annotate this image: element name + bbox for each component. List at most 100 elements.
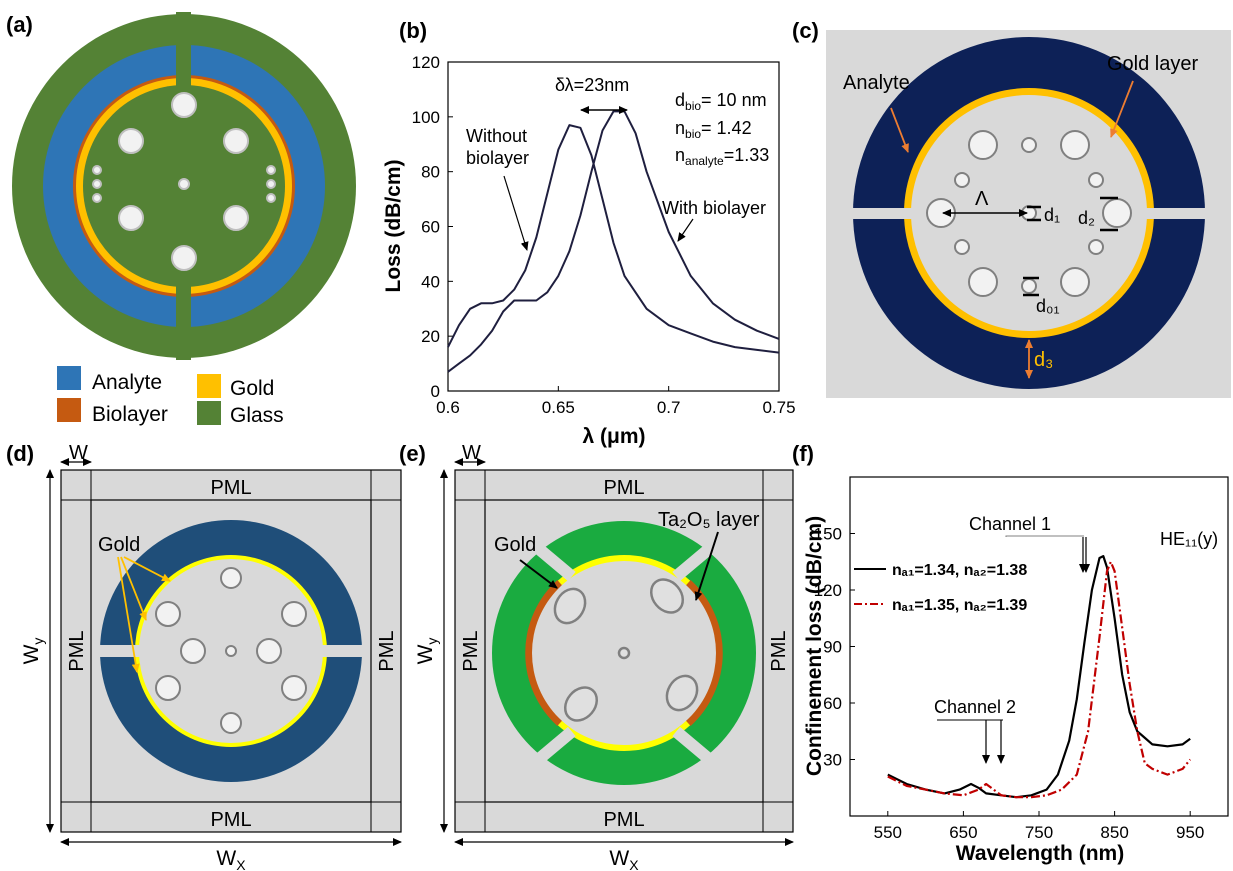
y-tick-label: 80 bbox=[421, 163, 440, 182]
d1-label-c: d₁ bbox=[1044, 205, 1060, 225]
wx-label-e: WX bbox=[609, 847, 639, 871]
y-tick-label: 20 bbox=[421, 327, 440, 346]
channel-left-c bbox=[846, 208, 914, 219]
with-label: With biolayer bbox=[662, 198, 766, 218]
series-line-1 bbox=[887, 554, 1191, 799]
panel-b-label: (b) bbox=[399, 18, 427, 43]
legend-label-gold: Gold bbox=[230, 377, 274, 400]
y-tick-label: 120 bbox=[814, 581, 842, 600]
analyte-arrow-c bbox=[890, 107, 909, 153]
pml-bottom-e: PML bbox=[603, 809, 644, 831]
channel1-label: Channel 1 bbox=[969, 514, 1051, 534]
legend-text-1: nₐ₁=1.34, nₐ₂=1.38 bbox=[892, 562, 1027, 579]
gold-label-e: Gold bbox=[494, 534, 536, 556]
channel-right-c bbox=[1144, 208, 1212, 219]
without-label-1: Without bbox=[466, 126, 527, 146]
series-line-2 bbox=[887, 560, 1192, 799]
without-label-2: biolayer bbox=[466, 148, 529, 168]
panel-c-label: (c) bbox=[792, 18, 819, 43]
pml-bottom-d: PML bbox=[210, 809, 251, 831]
air-holes-e bbox=[553, 578, 699, 722]
y-tick-label: 150 bbox=[814, 525, 842, 544]
y-tick-label: 60 bbox=[823, 694, 842, 713]
x-tick-label: 650 bbox=[949, 823, 977, 842]
x-tick-label: 0.6 bbox=[436, 398, 460, 417]
y-tick-label: 90 bbox=[823, 638, 842, 657]
gold-label-d: Gold bbox=[98, 534, 140, 556]
curves-f bbox=[887, 554, 1192, 799]
panel-f: (f) 550 650 750 850 950 30 60 90 120 150 Confinem… bbox=[792, 441, 1229, 865]
wx-label-d: WX bbox=[216, 847, 246, 871]
y-tick-label: 60 bbox=[421, 218, 440, 237]
wy-label-d: Wy bbox=[20, 638, 46, 665]
air-holes-a bbox=[92, 92, 276, 271]
x-tick-label: 750 bbox=[1025, 823, 1053, 842]
y-axis-title-f: Confinement loss (dB/cm) bbox=[803, 516, 826, 776]
y-axis-title-b: Loss (dB/cm) bbox=[382, 159, 405, 292]
panel-d: (d) PML PML PML PML Gold bbox=[6, 441, 402, 871]
dbio-text: dbio= 10 nm bbox=[675, 90, 767, 113]
curves-b bbox=[447, 110, 780, 373]
y-tick-label: 0 bbox=[431, 382, 440, 401]
legend-label-glass: Glass bbox=[230, 404, 284, 427]
x-tick-label: 0.7 bbox=[657, 398, 681, 417]
delta-lambda-text: δλ=23nm bbox=[555, 75, 629, 95]
wy-label-e: Wy bbox=[414, 638, 440, 665]
y-tick-label: 120 bbox=[412, 53, 440, 72]
ticks-f: 550 650 750 850 950 30 60 90 120 150 bbox=[814, 525, 1205, 843]
legend-swatch-biolayer bbox=[57, 398, 81, 422]
d01-label-c: d₀₁ bbox=[1036, 296, 1060, 316]
x-axis-title-b: λ (μm) bbox=[582, 425, 645, 448]
gold-arrow-c bbox=[1110, 80, 1134, 138]
mode-label-f: HE₁₁(y) bbox=[1160, 529, 1218, 549]
panel-b: (b) 0.6 0.65 0.7 0.75 0 20 40 60 80 100 120 Loss (… bbox=[382, 18, 796, 448]
x-tick-label: 0.65 bbox=[542, 398, 575, 417]
ta2o5-label-e: Ta₂O₅ layer bbox=[658, 509, 760, 531]
panel-f-label: (f) bbox=[792, 441, 814, 466]
panel-a-label: (a) bbox=[6, 12, 33, 37]
panel-a: (a) Analyte Gold Biolayer bbox=[6, 12, 356, 427]
legend-a: Analyte Gold Biolayer Glass bbox=[57, 366, 284, 427]
legend-swatch-glass bbox=[197, 401, 221, 425]
panel-e-label: (e) bbox=[399, 441, 426, 466]
pml-top-e: PML bbox=[603, 477, 644, 499]
gold-layer-label-c: Gold layer bbox=[1107, 53, 1198, 75]
ticks-b: 0.6 0.65 0.7 0.75 0 20 40 60 80 100 120 bbox=[412, 53, 796, 417]
series-line-2 bbox=[447, 110, 780, 373]
pml-top-d: PML bbox=[210, 477, 251, 499]
y-tick-label: 100 bbox=[412, 108, 440, 127]
pml-right-e: PML bbox=[768, 630, 790, 671]
series-line-1 bbox=[447, 124, 780, 354]
w-label-d: W bbox=[69, 442, 88, 464]
air-holes-c bbox=[926, 130, 1132, 297]
panel-c: (c) Analyte Gold layer Λ d₁ bbox=[792, 18, 1231, 398]
without-arrow bbox=[503, 175, 529, 251]
pml-left-d: PML bbox=[66, 630, 88, 671]
air-holes-d bbox=[155, 567, 307, 734]
legend-label-biolayer: Biolayer bbox=[92, 403, 168, 426]
legend-swatch-analyte bbox=[57, 366, 81, 390]
y-tick-label: 30 bbox=[823, 751, 842, 770]
pml-left-e: PML bbox=[460, 630, 482, 671]
legend-swatch-gold bbox=[197, 374, 221, 398]
x-tick-label: 0.75 bbox=[762, 398, 795, 417]
analyte-label-c: Analyte bbox=[843, 72, 910, 94]
with-arrow bbox=[677, 218, 694, 242]
x-axis-title-f: Wavelength (nm) bbox=[956, 842, 1124, 865]
x-tick-label: 550 bbox=[874, 823, 902, 842]
nbio-text: nbio= 1.42 bbox=[675, 118, 752, 141]
w-label-e: W bbox=[462, 442, 481, 464]
x-tick-label: 950 bbox=[1176, 823, 1204, 842]
ta2o5-layer-left bbox=[525, 580, 563, 726]
legend-label-analyte: Analyte bbox=[92, 371, 162, 394]
channel2-label: Channel 2 bbox=[934, 697, 1016, 717]
x-tick-label: 850 bbox=[1100, 823, 1128, 842]
nanalyte-text: nanalyte=1.33 bbox=[675, 145, 769, 168]
d3-label-c: d₃ bbox=[1034, 349, 1053, 371]
panel-d-label: (d) bbox=[6, 441, 34, 466]
y-tick-label: 40 bbox=[421, 272, 440, 291]
panel-e: (e) PML PML PML PML bbox=[399, 441, 794, 871]
d2-label-c: d₂ bbox=[1078, 208, 1095, 228]
legend-text-2: nₐ₁=1.35, nₐ₂=1.39 bbox=[892, 597, 1027, 614]
